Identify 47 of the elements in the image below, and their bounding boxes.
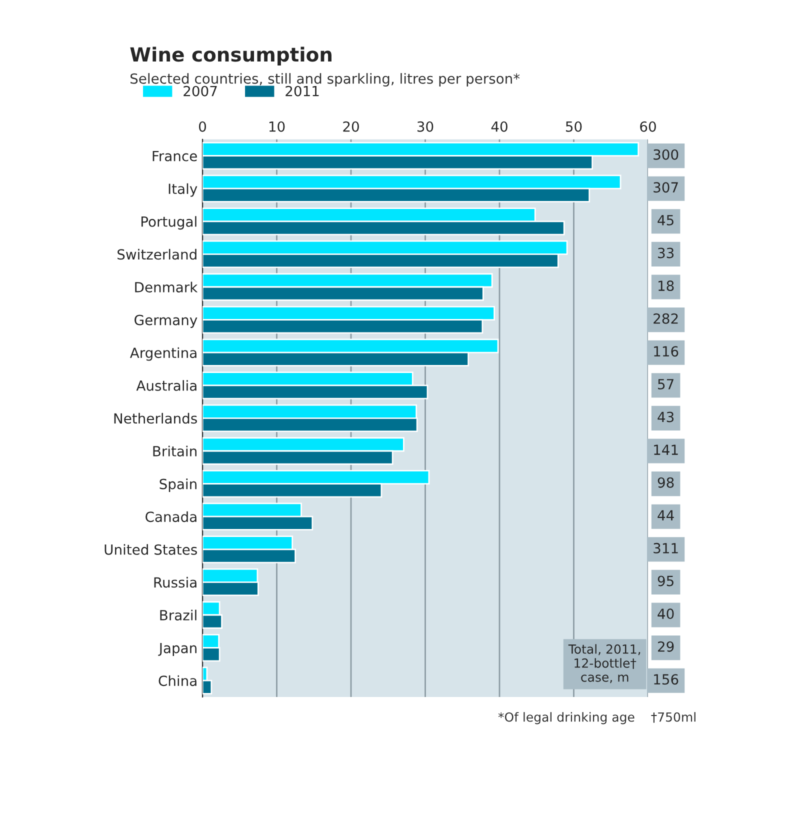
y-tick-label: Portugal [141,216,196,230]
y-tick-label: Spain [160,478,196,492]
text: 311 [654,542,678,554]
text: 141 [654,444,678,455]
text: 45 [658,215,674,226]
text: 300 [654,149,678,160]
legend-label: 2007 [184,86,217,96]
text: *Of legal drinking age †750ml [498,712,696,724]
x-tick-label: 10 [269,121,285,132]
y-tick-label: Australia [136,380,196,391]
chart-subtitle: Selected countries, still and sparkling, litres per person* [130,73,520,87]
text: 307 [654,182,678,193]
text: 18 [658,280,674,292]
y-tick-label: United States [104,544,197,555]
annotation: Total, 2011, 12-bottle† case, m [568,644,640,684]
y-tick-label: Italy [168,183,198,197]
x-tick-label: 60 [640,121,656,132]
text: 44 [658,510,674,520]
text: 156 [654,674,678,685]
y-tick-label: France [152,150,197,162]
legend-label: 2011 [286,86,319,96]
x-tick-label: 20 [343,121,359,132]
y-tick-label: Switzerland [118,248,196,260]
text: 282 [654,313,678,324]
text: 95 [658,576,674,586]
y-tick-label: Germany [134,314,198,328]
y-tick-label: Denmark [135,282,198,292]
y-tick-label: Netherlands [114,412,197,424]
y-tick-label: China [158,675,196,686]
y-tick-label: Argentina [130,347,196,361]
text: 98 [658,477,674,488]
y-tick-label: Canada [146,511,196,522]
y-tick-label: Brazil [160,610,196,620]
y-tick-label: Japan [158,642,196,656]
chart-title: Wine consumption [130,46,332,66]
text: 116 [654,346,678,357]
text: 57 [658,379,674,390]
text: 40 [658,608,674,620]
x-tick-label: 0 [198,121,206,132]
x-tick-label: 30 [417,121,434,132]
y-tick-label: Russia [154,576,196,588]
text: 43 [658,412,674,422]
x-tick-label: 40 [491,121,508,132]
text: 29 [658,641,674,652]
y-tick-label: Britain [153,446,196,456]
text: 33 [658,248,674,258]
x-tick-label: 50 [566,121,582,132]
